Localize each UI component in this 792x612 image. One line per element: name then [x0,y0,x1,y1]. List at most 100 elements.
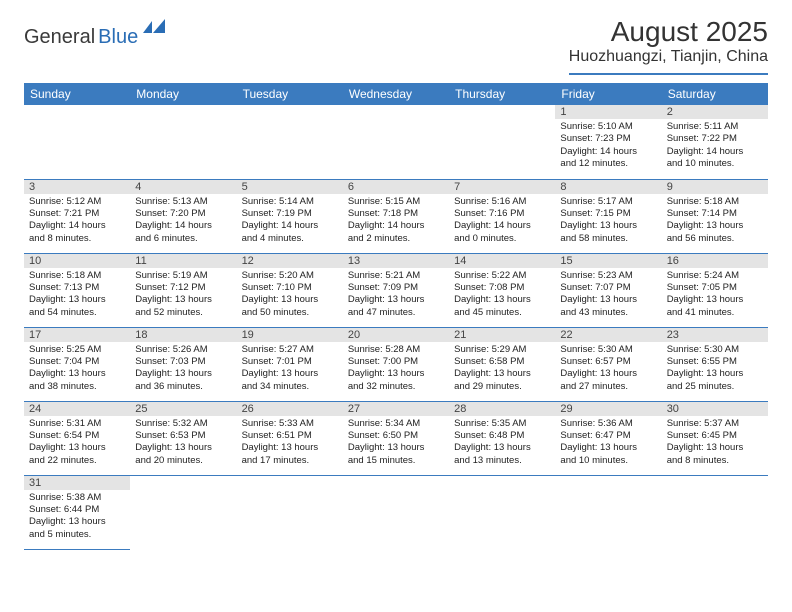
day-detail-line: Daylight: 13 hours [560,294,656,306]
day-detail-line: Sunset: 7:00 PM [348,356,444,368]
calendar-day-cell: 20Sunrise: 5:28 AMSunset: 7:00 PMDayligh… [343,327,449,401]
day-detail-line: and 34 minutes. [242,381,338,393]
day-detail-line: and 5 minutes. [29,529,125,541]
calendar-day-cell: 26Sunrise: 5:33 AMSunset: 6:51 PMDayligh… [237,401,343,475]
calendar-table: SundayMondayTuesdayWednesdayThursdayFrid… [24,83,768,550]
calendar-day-cell: 18Sunrise: 5:26 AMSunset: 7:03 PMDayligh… [130,327,236,401]
flag-icon [143,19,165,40]
day-details: Sunrise: 5:22 AMSunset: 7:08 PMDaylight:… [449,268,555,322]
day-details: Sunrise: 5:38 AMSunset: 6:44 PMDaylight:… [24,490,130,544]
calendar-empty-cell [24,105,130,179]
day-detail-line: and 17 minutes. [242,455,338,467]
day-detail-line: Daylight: 13 hours [242,442,338,454]
day-number: 8 [555,180,661,194]
day-details: Sunrise: 5:34 AMSunset: 6:50 PMDaylight:… [343,416,449,470]
day-detail-line: Sunset: 7:07 PM [560,282,656,294]
day-details: Sunrise: 5:15 AMSunset: 7:18 PMDaylight:… [343,194,449,248]
day-number: 15 [555,254,661,268]
day-details: Sunrise: 5:14 AMSunset: 7:19 PMDaylight:… [237,194,343,248]
calendar-empty-cell [662,475,768,549]
day-detail-line: Sunrise: 5:36 AM [560,418,656,430]
day-detail-line: Sunset: 7:19 PM [242,208,338,220]
day-detail-line: Sunset: 7:23 PM [560,133,656,145]
day-detail-line: Daylight: 14 hours [454,220,550,232]
day-detail-line: Daylight: 13 hours [667,220,763,232]
day-detail-line: and 43 minutes. [560,307,656,319]
day-number: 23 [662,328,768,342]
day-detail-line: Sunrise: 5:22 AM [454,270,550,282]
day-details: Sunrise: 5:28 AMSunset: 7:00 PMDaylight:… [343,342,449,396]
day-detail-line: and 6 minutes. [135,233,231,245]
calendar-empty-cell [343,475,449,549]
calendar-day-cell: 10Sunrise: 5:18 AMSunset: 7:13 PMDayligh… [24,253,130,327]
day-details: Sunrise: 5:19 AMSunset: 7:12 PMDaylight:… [130,268,236,322]
weekday-header-row: SundayMondayTuesdayWednesdayThursdayFrid… [24,83,768,105]
day-detail-line: and 4 minutes. [242,233,338,245]
day-number: 2 [662,105,768,119]
day-detail-line: Sunset: 6:58 PM [454,356,550,368]
calendar-empty-cell [237,105,343,179]
calendar-day-cell: 6Sunrise: 5:15 AMSunset: 7:18 PMDaylight… [343,179,449,253]
calendar-day-cell: 15Sunrise: 5:23 AMSunset: 7:07 PMDayligh… [555,253,661,327]
calendar-day-cell: 21Sunrise: 5:29 AMSunset: 6:58 PMDayligh… [449,327,555,401]
calendar-day-cell: 30Sunrise: 5:37 AMSunset: 6:45 PMDayligh… [662,401,768,475]
day-details: Sunrise: 5:32 AMSunset: 6:53 PMDaylight:… [130,416,236,470]
day-detail-line: Sunrise: 5:16 AM [454,196,550,208]
day-detail-line: Sunset: 7:16 PM [454,208,550,220]
day-detail-line: and 32 minutes. [348,381,444,393]
day-detail-line: Daylight: 13 hours [29,516,125,528]
calendar-day-cell: 22Sunrise: 5:30 AMSunset: 6:57 PMDayligh… [555,327,661,401]
day-detail-line: Sunrise: 5:29 AM [454,344,550,356]
day-number: 20 [343,328,449,342]
day-details: Sunrise: 5:20 AMSunset: 7:10 PMDaylight:… [237,268,343,322]
day-number: 31 [24,476,130,490]
day-detail-line: Sunrise: 5:11 AM [667,121,763,133]
calendar-week-row: 10Sunrise: 5:18 AMSunset: 7:13 PMDayligh… [24,253,768,327]
day-detail-line: Sunset: 7:20 PM [135,208,231,220]
day-detail-line: Sunrise: 5:32 AM [135,418,231,430]
day-detail-line: Sunset: 7:18 PM [348,208,444,220]
day-detail-line: Daylight: 14 hours [667,146,763,158]
title-block: August 2025 Huozhuangzi, Tianjin, China [569,16,768,75]
day-detail-line: Sunset: 7:09 PM [348,282,444,294]
day-detail-line: Sunrise: 5:17 AM [560,196,656,208]
day-details: Sunrise: 5:17 AMSunset: 7:15 PMDaylight:… [555,194,661,248]
calendar-day-cell: 4Sunrise: 5:13 AMSunset: 7:20 PMDaylight… [130,179,236,253]
day-detail-line: Sunrise: 5:24 AM [667,270,763,282]
calendar-day-cell: 1Sunrise: 5:10 AMSunset: 7:23 PMDaylight… [555,105,661,179]
day-detail-line: Daylight: 14 hours [29,220,125,232]
day-number: 7 [449,180,555,194]
day-details: Sunrise: 5:36 AMSunset: 6:47 PMDaylight:… [555,416,661,470]
day-detail-line: Daylight: 14 hours [348,220,444,232]
day-detail-line: Sunset: 7:03 PM [135,356,231,368]
day-details: Sunrise: 5:35 AMSunset: 6:48 PMDaylight:… [449,416,555,470]
day-detail-line: Sunset: 7:13 PM [29,282,125,294]
calendar-empty-cell [343,105,449,179]
day-detail-line: Daylight: 13 hours [560,368,656,380]
day-details: Sunrise: 5:21 AMSunset: 7:09 PMDaylight:… [343,268,449,322]
day-details: Sunrise: 5:11 AMSunset: 7:22 PMDaylight:… [662,119,768,173]
month-title: August 2025 [569,16,768,48]
calendar-week-row: 3Sunrise: 5:12 AMSunset: 7:21 PMDaylight… [24,179,768,253]
calendar-week-row: 17Sunrise: 5:25 AMSunset: 7:04 PMDayligh… [24,327,768,401]
weekday-header: Monday [130,83,236,105]
brand-part2: Blue [98,26,138,49]
day-detail-line: Sunrise: 5:10 AM [560,121,656,133]
day-details: Sunrise: 5:23 AMSunset: 7:07 PMDaylight:… [555,268,661,322]
day-detail-line: Sunset: 7:05 PM [667,282,763,294]
weekday-header: Friday [555,83,661,105]
day-detail-line: Sunset: 6:55 PM [667,356,763,368]
day-detail-line: Sunset: 6:44 PM [29,504,125,516]
calendar-day-cell: 11Sunrise: 5:19 AMSunset: 7:12 PMDayligh… [130,253,236,327]
day-number: 17 [24,328,130,342]
day-details: Sunrise: 5:24 AMSunset: 7:05 PMDaylight:… [662,268,768,322]
day-detail-line: Sunrise: 5:30 AM [560,344,656,356]
day-number: 28 [449,402,555,416]
day-detail-line: and 41 minutes. [667,307,763,319]
day-detail-line: Sunrise: 5:23 AM [560,270,656,282]
day-detail-line: Daylight: 13 hours [667,368,763,380]
day-detail-line: and 8 minutes. [29,233,125,245]
day-details: Sunrise: 5:27 AMSunset: 7:01 PMDaylight:… [237,342,343,396]
calendar-day-cell: 23Sunrise: 5:30 AMSunset: 6:55 PMDayligh… [662,327,768,401]
calendar-day-cell: 27Sunrise: 5:34 AMSunset: 6:50 PMDayligh… [343,401,449,475]
